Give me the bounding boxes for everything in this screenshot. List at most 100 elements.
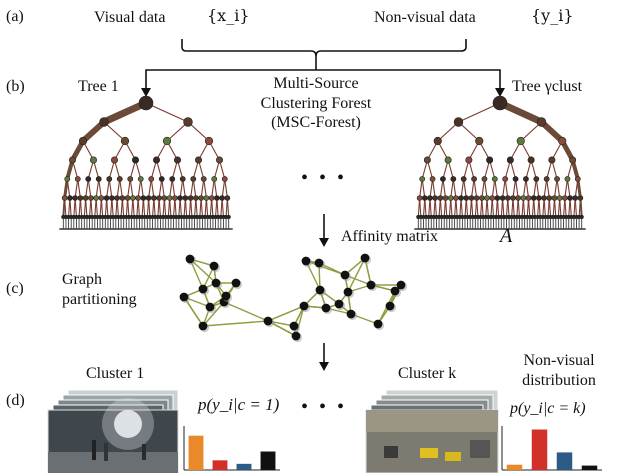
tree-branch <box>507 197 510 218</box>
tree-node <box>120 136 130 146</box>
graph-edge <box>347 257 366 293</box>
tree-node <box>211 176 218 182</box>
tree-node <box>162 136 172 146</box>
tree-branch <box>574 197 578 218</box>
graph-node <box>205 302 215 312</box>
tree-node <box>204 136 214 146</box>
tree-node <box>450 176 457 182</box>
tree-branch <box>429 178 434 199</box>
tree-branch <box>458 102 501 123</box>
tree-node <box>69 156 77 164</box>
tree-branch <box>145 102 189 123</box>
graph-edge <box>202 320 269 327</box>
tree-branch <box>419 197 422 218</box>
tree-node <box>193 195 199 201</box>
tree-branch <box>166 121 189 142</box>
tree-node <box>494 195 501 201</box>
tree-branch <box>63 178 69 199</box>
tree-branch <box>111 197 114 218</box>
tree-node <box>523 176 529 182</box>
tree-1-arrowhead <box>141 88 151 97</box>
forest-distribution-bracket <box>145 69 501 92</box>
tree-node <box>183 117 193 127</box>
graph-node <box>289 321 299 331</box>
tree-branch <box>442 178 447 199</box>
tree-branch <box>566 178 571 199</box>
tree-branch <box>90 197 93 218</box>
tree-node <box>221 176 228 182</box>
tree-node <box>525 195 532 201</box>
affinity-matrix-label: Affinity matrix <box>341 228 439 245</box>
tree-node <box>111 156 119 164</box>
tree-node <box>156 195 162 201</box>
tree-branch <box>132 197 135 218</box>
nonvisual-data-label: Non-visual data <box>374 9 476 26</box>
tree-node <box>74 176 81 182</box>
tree-branch <box>470 197 474 218</box>
tree-branch <box>564 178 568 199</box>
tree-branch <box>559 197 562 218</box>
row-label-a: (a) <box>6 8 24 25</box>
graph-node <box>390 286 400 296</box>
tree-branch <box>169 178 173 199</box>
tree-branch <box>527 197 531 218</box>
tree-node <box>442 195 449 201</box>
tree-node <box>515 195 521 201</box>
tree-node <box>427 195 433 201</box>
tree-node <box>546 195 553 201</box>
distribution-bar <box>531 429 548 470</box>
visual-data-symbol: {x_i} <box>207 8 250 25</box>
graph-node <box>334 299 344 309</box>
tree-node <box>88 195 94 201</box>
tree-branch <box>179 178 184 199</box>
tree-branch <box>543 197 546 218</box>
tree-node <box>574 176 581 182</box>
tree-node <box>444 156 452 164</box>
tree-branch <box>504 178 509 199</box>
tree-node <box>569 156 577 164</box>
tree-node <box>473 195 480 201</box>
tree-node <box>548 156 556 164</box>
tree-branch <box>481 178 485 199</box>
tree-node <box>564 176 571 182</box>
affinity-graph <box>179 253 408 343</box>
tree-node <box>106 176 113 182</box>
tree-node <box>116 176 123 182</box>
tree-branch <box>498 99 543 126</box>
tree-branch <box>142 197 146 218</box>
tree-node <box>475 136 484 146</box>
tree-branch <box>502 178 506 199</box>
tree-branch <box>481 197 484 218</box>
tree-node <box>137 176 144 182</box>
tree-branch <box>211 197 214 218</box>
tree-branch <box>419 178 423 199</box>
dist-caption-line-1: Non-visual <box>523 352 595 369</box>
tree-branch <box>522 197 526 218</box>
tree-branch <box>79 197 83 218</box>
tree-node <box>506 156 514 164</box>
distribution-bar <box>212 460 228 470</box>
tree-node <box>195 156 203 164</box>
tree-branch <box>119 178 123 199</box>
tree-node <box>533 176 540 182</box>
tree-branch <box>174 197 177 218</box>
tree-node <box>536 117 547 127</box>
tree-branch <box>116 178 121 199</box>
tree-branch <box>517 197 521 218</box>
tree-branch <box>153 197 156 218</box>
tree-branch <box>444 197 448 218</box>
tree-node <box>198 195 204 201</box>
tree-node <box>177 195 183 201</box>
tree-node <box>208 195 215 201</box>
tree-node <box>216 156 224 164</box>
tree-branch <box>494 178 498 199</box>
forest-ellipsis: • • • <box>300 167 348 189</box>
tree-branch <box>116 197 119 218</box>
tree-branch <box>85 178 89 199</box>
tree-branch <box>473 178 478 199</box>
row-label-b: (b) <box>6 78 25 95</box>
graph-node <box>343 287 353 297</box>
tree-branch <box>224 178 228 199</box>
distribution-bar <box>581 465 598 470</box>
tree-branch <box>579 197 583 218</box>
